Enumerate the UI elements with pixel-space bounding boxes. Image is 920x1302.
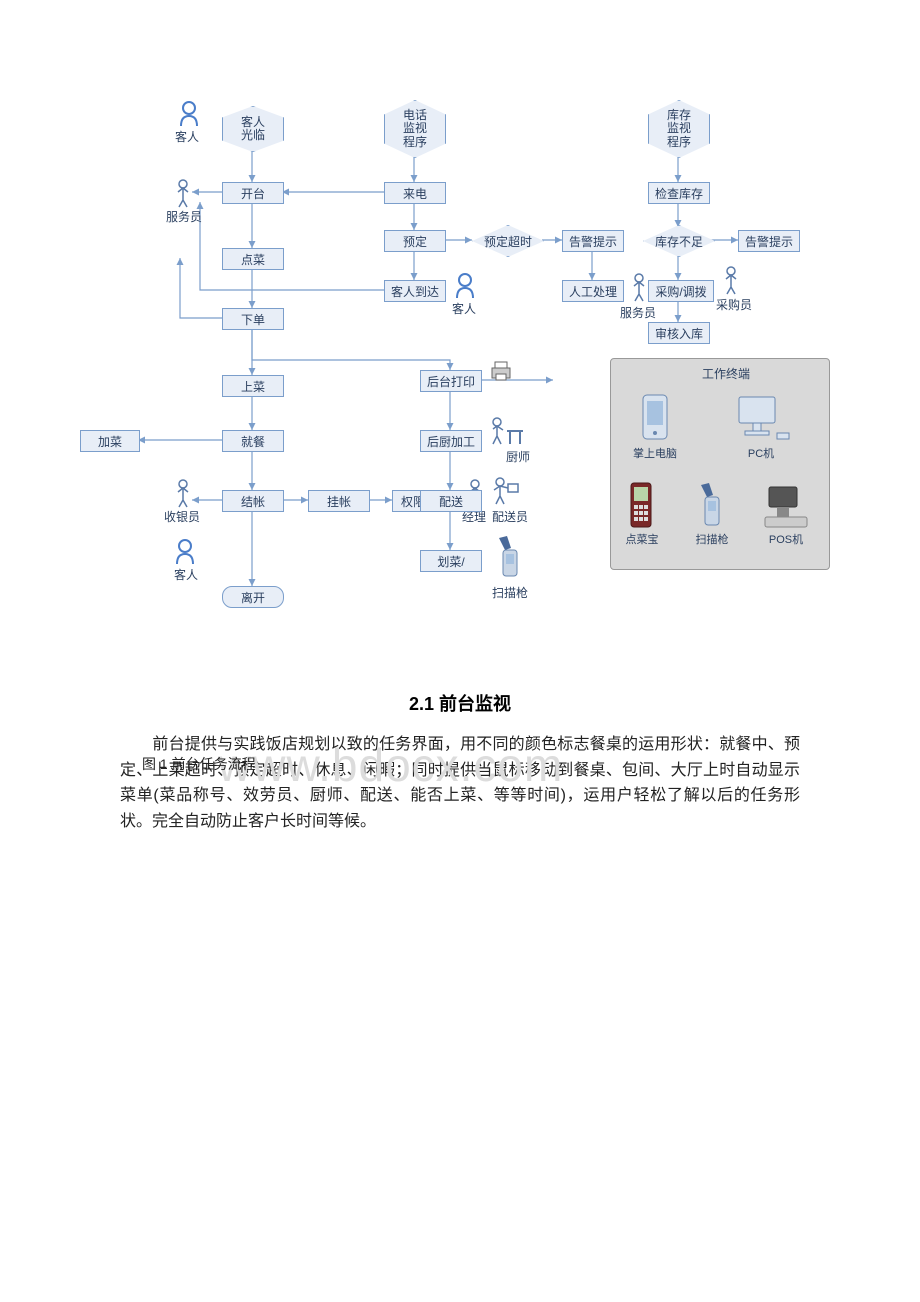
checkout-node: 结帐 — [222, 490, 284, 512]
kitchen-print-node: 后台打印 — [420, 370, 482, 392]
waiter-icon — [170, 178, 196, 211]
purchase-node: 采购/调拨 — [648, 280, 714, 302]
stock-low-text: 库存不足 — [655, 233, 703, 250]
booking-timeout-node: 预定超时 — [472, 225, 544, 257]
scanner-icon: 扫描枪 — [693, 481, 731, 547]
chef-icon — [486, 416, 526, 451]
page: 客人 客人 光临 电话 监视 程序 库存 监视 程序 服务员 开台 来电 检查库… — [0, 100, 920, 834]
customer-label-3: 客人 — [168, 566, 204, 583]
guest-reach-node: 客人到达 — [384, 280, 446, 302]
cashier-label: 收银员 — [160, 508, 204, 525]
add-dish-node: 加菜 — [80, 430, 140, 452]
audit-in-node: 审核入库 — [648, 322, 710, 344]
order-dish-node: 点菜 — [222, 248, 284, 270]
customer-icon-3 — [170, 538, 200, 569]
terminal-title: 工作终端 — [691, 365, 761, 382]
waiter-label-2: 服务员 — [616, 304, 660, 321]
buyer-icon — [718, 265, 744, 298]
serve-dish-node: 上菜 — [222, 375, 284, 397]
printer-icon — [486, 360, 516, 385]
order-terminal-icon: 点菜宝 — [625, 481, 659, 547]
customer-icon-1 — [174, 100, 204, 131]
booking-node: 预定 — [384, 230, 446, 252]
customer-icon-2 — [450, 272, 480, 303]
leave-node: 离开 — [222, 586, 284, 608]
terminal-panel: 工作终端 掌上电脑 PC机 点菜宝 扫描枪 POS机 — [610, 358, 830, 570]
open-table-node: 开台 — [222, 182, 284, 204]
alert1-node: 告警提示 — [562, 230, 624, 252]
scratch-dish-node: 划菜/ — [420, 550, 482, 572]
place-order-node: 下单 — [222, 308, 284, 330]
pc-label: PC机 — [748, 445, 774, 461]
customer-label-1: 客人 — [172, 128, 202, 145]
chef-label: 厨师 — [500, 448, 536, 465]
flowchart-diagram: 客人 客人 光临 电话 监视 程序 库存 监视 程序 服务员 开台 来电 检查库… — [110, 100, 870, 630]
phone-monitor-node: 电话 监视 程序 — [384, 100, 446, 158]
pda-icon: 掌上电脑 — [633, 391, 677, 461]
courier-icon — [486, 476, 526, 511]
waiter-label: 服务员 — [162, 208, 206, 225]
dining-node: 就餐 — [222, 430, 284, 452]
figure-caption: 图 1 前台任务流程 — [142, 754, 256, 774]
booking-timeout-text: 预定超时 — [484, 233, 532, 250]
incoming-call-node: 来电 — [384, 182, 446, 204]
stock-low-node: 库存不足 — [643, 225, 715, 257]
cashier-icon — [170, 478, 196, 511]
order-terminal-label: 点菜宝 — [626, 531, 659, 547]
stock-monitor-node: 库存 监视 程序 — [648, 100, 710, 158]
scanner-label: 扫描枪 — [696, 531, 729, 547]
kitchen-process-node: 后厨加工 — [420, 430, 482, 452]
watermark-text: www.bdocx.com — [218, 738, 563, 792]
scanner2-icon — [490, 536, 530, 585]
check-stock-node: 检查库存 — [648, 182, 710, 204]
alert2-node: 告警提示 — [738, 230, 800, 252]
customer-label-2: 客人 — [446, 300, 482, 317]
manual-node: 人工处理 — [562, 280, 624, 302]
guest-arrive-node: 客人 光临 — [222, 106, 284, 152]
section-title: 2.1 前台监视 — [0, 690, 920, 716]
pos-icon: POS机 — [761, 481, 811, 547]
scanner2-label: 扫描枪 — [488, 584, 532, 601]
buyer-label: 采购员 — [712, 296, 756, 313]
on-credit-node: 挂帐 — [308, 490, 370, 512]
pos-label: POS机 — [769, 531, 803, 547]
pda-label: 掌上电脑 — [633, 445, 677, 461]
pc-icon: PC机 — [731, 391, 791, 461]
courier-label: 配送员 — [488, 508, 532, 525]
delivery-box: 配送 — [420, 490, 482, 512]
